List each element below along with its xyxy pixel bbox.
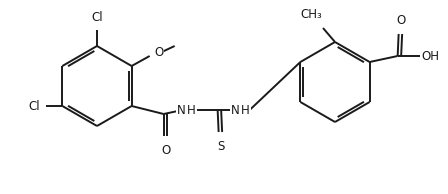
Text: S: S (217, 140, 224, 153)
Text: CH₃: CH₃ (300, 8, 322, 21)
Text: Cl: Cl (91, 11, 103, 24)
Text: O: O (161, 144, 170, 157)
Text: Cl: Cl (29, 100, 40, 113)
Text: O: O (396, 14, 405, 27)
Text: N: N (177, 104, 185, 117)
Text: OH: OH (422, 49, 439, 62)
Text: O: O (155, 47, 164, 60)
Text: H: H (241, 104, 250, 117)
Text: N: N (231, 104, 240, 117)
Text: H: H (187, 104, 196, 117)
